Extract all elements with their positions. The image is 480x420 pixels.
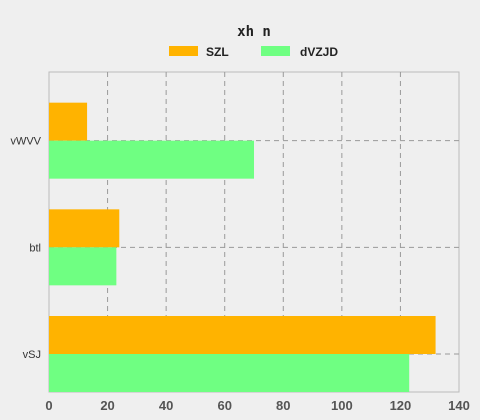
x-tick-label: 0 [45,398,52,413]
bars [49,102,436,392]
bar-SZL-vWVV [49,102,88,141]
category-label: vWVV [10,136,41,148]
category-label: vSJ [23,349,41,361]
x-tick-label: 60 [217,398,231,413]
x-tick-label: 100 [331,398,353,413]
x-tick-labels: 0 20 40 60 80 100 120 140 [45,398,469,413]
bar-dVZJD-btl [49,247,117,286]
bar-dVZJD-vWVV [49,140,254,179]
x-tick-label: 140 [448,398,470,413]
legend-label-SZL: SZL [206,45,229,59]
x-tick-label: 80 [276,398,290,413]
legend-label-dVZJD: dVZJD [300,45,338,59]
category-label: btl [29,242,41,254]
category-labels: vWVV btl vSJ [10,136,41,361]
x-tick-label: 120 [390,398,412,413]
legend-swatch-dVZJD [261,46,290,56]
chart-title: xh n [237,24,271,40]
legend-swatch-SZL [169,46,198,56]
x-tick-label: 20 [100,398,114,413]
bar-SZL-btl [49,209,120,248]
bar-dVZJD-vSJ [49,354,410,392]
bar-SZL-vSJ [49,316,436,354]
x-tick-label: 40 [159,398,173,413]
legend: SZL dVZJD [169,45,338,59]
